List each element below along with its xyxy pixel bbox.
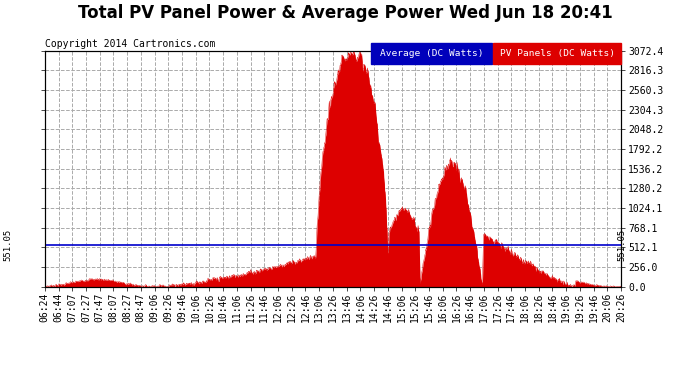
Text: Total PV Panel Power & Average Power Wed Jun 18 20:41: Total PV Panel Power & Average Power Wed… — [77, 4, 613, 22]
Text: Average (DC Watts): Average (DC Watts) — [380, 50, 483, 58]
Text: 551.05: 551.05 — [3, 228, 13, 261]
Text: PV Panels (DC Watts): PV Panels (DC Watts) — [500, 50, 615, 58]
Text: Copyright 2014 Cartronics.com: Copyright 2014 Cartronics.com — [45, 39, 215, 49]
Bar — [371, 44, 492, 64]
Text: 551.05: 551.05 — [618, 228, 627, 261]
Bar — [493, 44, 621, 64]
